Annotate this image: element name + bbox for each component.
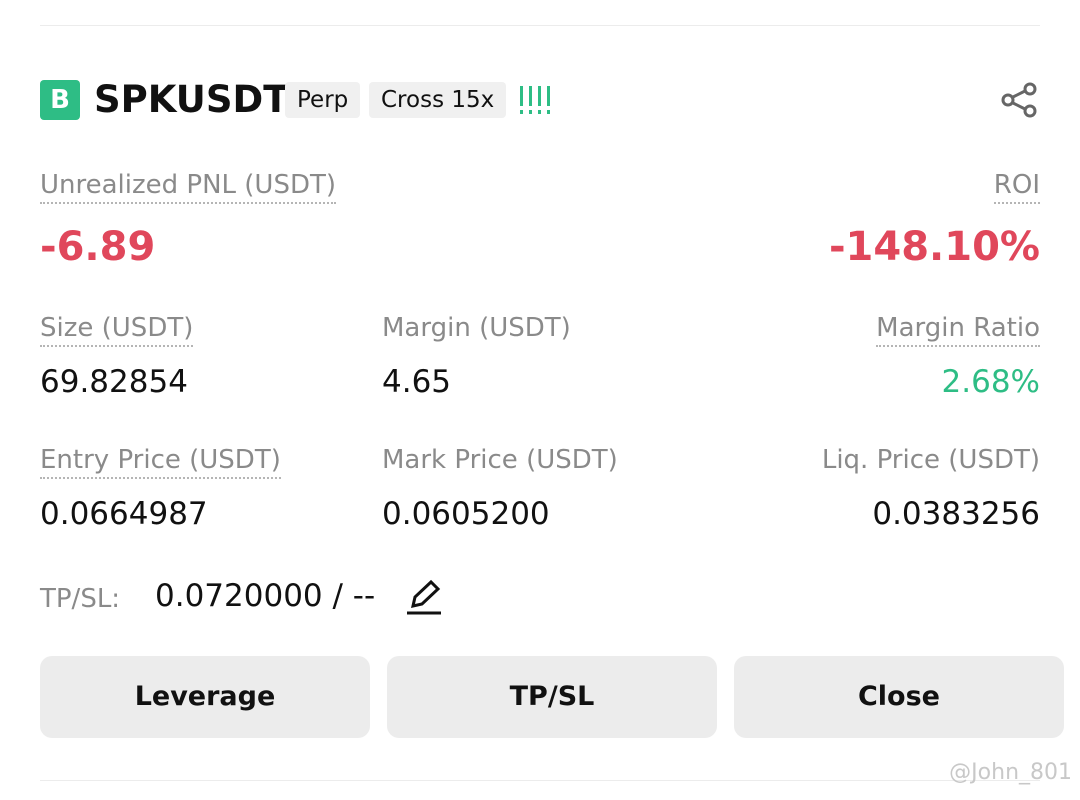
stat-value: 0.0605200	[382, 496, 550, 532]
divider	[40, 780, 1040, 781]
edit-button[interactable]	[405, 578, 445, 616]
tpsl-button[interactable]: TP/SL	[387, 656, 717, 738]
symbol: SPKUSDT	[94, 78, 289, 121]
roi-value: -148.10%	[828, 224, 1040, 270]
tag: Cross 15x	[369, 82, 507, 118]
stat-label: Mark Price (USDT)	[382, 445, 618, 475]
share-button[interactable]	[1000, 82, 1040, 118]
pnl-label: Unrealized PNL (USDT)	[40, 168, 337, 204]
tag: Perp	[285, 82, 361, 118]
stat-value: 4.65	[382, 364, 452, 400]
leverage-button[interactable]: Leverage	[40, 656, 370, 738]
stat-label: Margin Ratio	[876, 311, 1040, 347]
stat-label: Size (USDT)	[40, 311, 194, 347]
roi-label: ROI	[993, 168, 1040, 204]
tpsl-label: TP/SL:	[40, 584, 121, 614]
stat-label: Liq. Price (USDT)	[821, 445, 1040, 475]
stat-value: 0.0664987	[40, 496, 208, 532]
stat-label: Margin (USDT)	[382, 313, 571, 343]
pnl-value: -6.89	[40, 224, 156, 270]
badge: B	[40, 80, 80, 120]
risk-indicator	[520, 86, 550, 114]
stat-label: Entry Price (USDT)	[40, 443, 281, 479]
stat-value: 2.68%	[941, 364, 1040, 400]
stat-value: 69.82854	[40, 364, 188, 400]
divider	[40, 25, 1040, 26]
tpsl-value: 0.0720000 / --	[155, 578, 376, 614]
close-button[interactable]: Close	[734, 656, 1064, 738]
watermark: @John_801	[949, 760, 1072, 785]
stat-value: 0.0383256	[872, 496, 1040, 532]
